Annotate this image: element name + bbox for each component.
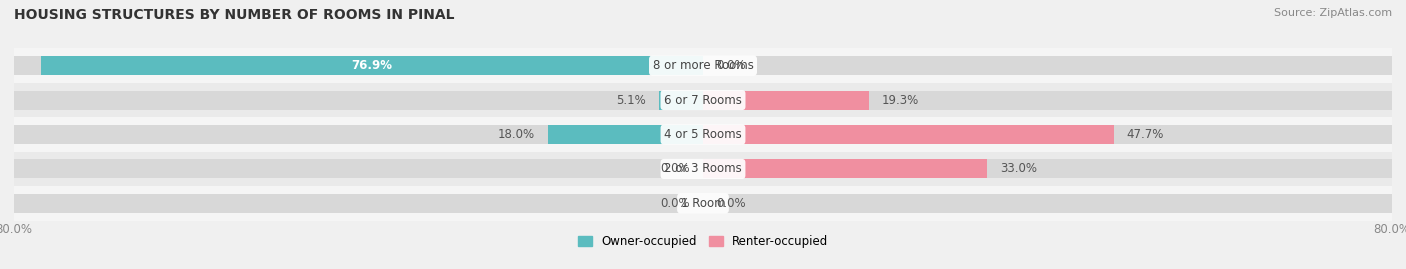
Text: 19.3%: 19.3% (882, 94, 920, 107)
Text: 47.7%: 47.7% (1126, 128, 1164, 141)
Bar (14, 48, 1392, 83)
Bar (14, 160, 1392, 178)
Text: 33.0%: 33.0% (1000, 162, 1038, 175)
Bar (14, 194, 1392, 213)
Text: 0.0%: 0.0% (661, 162, 690, 175)
Bar (703, 125, 1114, 144)
Text: Source: ZipAtlas.com: Source: ZipAtlas.com (1274, 8, 1392, 18)
Bar (14, 83, 1392, 117)
Text: 8 or more Rooms: 8 or more Rooms (652, 59, 754, 72)
Bar (14, 117, 1392, 152)
Bar (703, 91, 869, 109)
Bar (548, 125, 703, 144)
Legend: Owner-occupied, Renter-occupied: Owner-occupied, Renter-occupied (572, 230, 834, 253)
Text: 0.0%: 0.0% (716, 59, 745, 72)
Text: 6 or 7 Rooms: 6 or 7 Rooms (664, 94, 742, 107)
Bar (659, 91, 703, 109)
Text: 1 Room: 1 Room (681, 197, 725, 210)
Bar (703, 160, 987, 178)
Text: 5.1%: 5.1% (616, 94, 647, 107)
Bar (14, 56, 1392, 75)
Bar (14, 91, 1392, 109)
Bar (14, 152, 1392, 186)
Bar (14, 125, 1392, 144)
Text: 4 or 5 Rooms: 4 or 5 Rooms (664, 128, 742, 141)
Text: 0.0%: 0.0% (661, 197, 690, 210)
Text: 2 or 3 Rooms: 2 or 3 Rooms (664, 162, 742, 175)
Text: 0.0%: 0.0% (716, 197, 745, 210)
Text: 18.0%: 18.0% (498, 128, 536, 141)
Text: HOUSING STRUCTURES BY NUMBER OF ROOMS IN PINAL: HOUSING STRUCTURES BY NUMBER OF ROOMS IN… (14, 8, 454, 22)
Text: 76.9%: 76.9% (352, 59, 392, 72)
Bar (41, 56, 703, 75)
Bar (14, 186, 1392, 221)
